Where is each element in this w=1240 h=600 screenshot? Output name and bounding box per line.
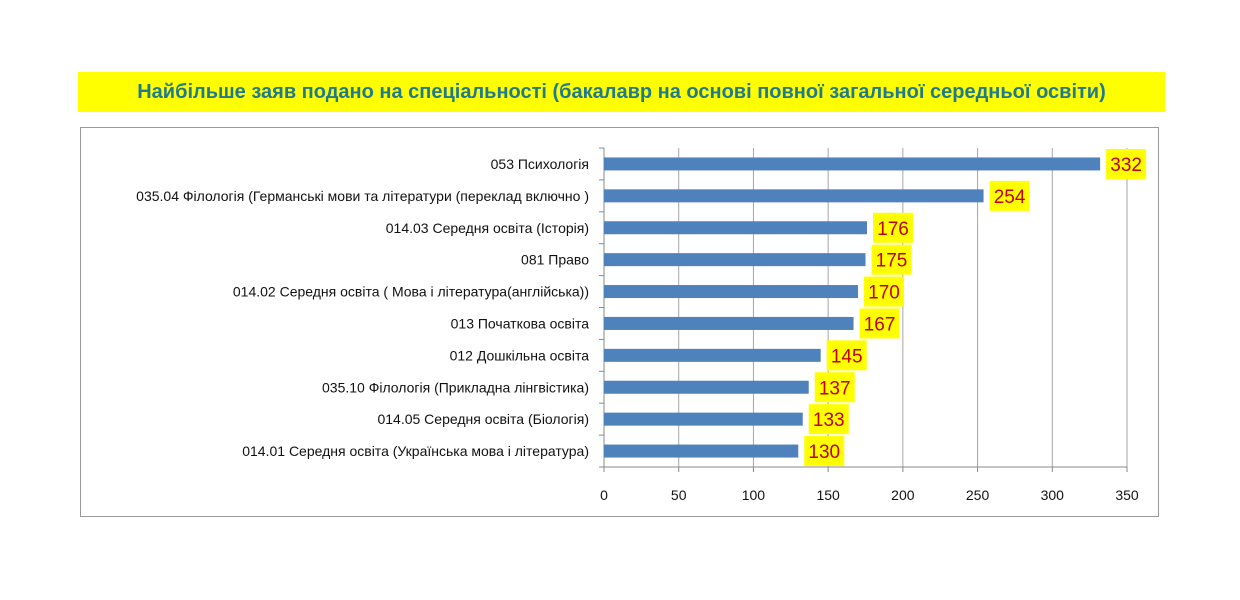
x-tick-label: 300 <box>1041 487 1065 503</box>
data-label-background <box>808 404 849 435</box>
data-label-background <box>864 276 905 307</box>
category-label: 014.01 Середня освіта (Українська мова і… <box>242 443 589 459</box>
x-tick-label: 150 <box>816 487 840 503</box>
bar <box>604 412 803 426</box>
chart-title: Найбільше заяв подано на спеціальності (… <box>137 80 1106 103</box>
category-label: 014.03 Середня освіта (Історія) <box>386 220 589 236</box>
data-label-background <box>826 340 867 371</box>
data-label-background <box>872 212 913 243</box>
bar <box>604 189 984 203</box>
x-tick-label: 200 <box>891 487 915 503</box>
data-label: 167 <box>864 314 896 335</box>
category-label: 014.05 Середня освіта (Біологія) <box>377 411 589 427</box>
data-label: 133 <box>813 410 845 431</box>
data-label: 175 <box>876 251 908 272</box>
data-label: 332 <box>1110 155 1142 176</box>
category-label: 012 Дошкільна освіта <box>450 347 590 363</box>
data-label: 145 <box>831 346 863 367</box>
bar <box>604 253 866 267</box>
x-tick-label: 50 <box>671 487 687 503</box>
chart-frame <box>80 127 1159 517</box>
data-label: 130 <box>808 442 840 463</box>
category-label: 053 Психологія <box>491 156 589 172</box>
chart-title-banner: Найбільше заяв подано на спеціальності (… <box>78 72 1165 112</box>
x-tick-label: 250 <box>966 487 990 503</box>
data-label-background <box>871 244 912 275</box>
data-label: 137 <box>819 378 851 399</box>
category-label: 014.02 Середня освіта ( Мова і літератур… <box>233 284 589 300</box>
data-label-background <box>1106 148 1147 179</box>
category-label: 013 Початкова освіта <box>451 315 590 331</box>
data-label-background <box>859 308 900 339</box>
bar <box>604 285 859 299</box>
category-label: 081 Право <box>521 252 589 268</box>
bar <box>604 221 867 235</box>
bar <box>604 348 821 362</box>
x-tick-label: 0 <box>600 487 608 503</box>
data-label-background <box>814 372 855 403</box>
data-label-background <box>804 436 845 467</box>
data-label: 176 <box>877 219 909 240</box>
x-tick-label: 100 <box>742 487 766 503</box>
data-label: 254 <box>994 187 1026 208</box>
bar <box>604 444 799 458</box>
category-label: 035.10 Філологія (Прикладна лінгвістика) <box>322 379 589 395</box>
x-tick-label: 350 <box>1115 487 1139 503</box>
bar <box>604 380 809 394</box>
data-label: 170 <box>868 283 900 304</box>
bar <box>604 316 854 330</box>
data-label-background <box>989 180 1030 211</box>
bar <box>604 157 1101 171</box>
category-label: 035.04 Філологія (Германські мови та літ… <box>136 188 589 204</box>
